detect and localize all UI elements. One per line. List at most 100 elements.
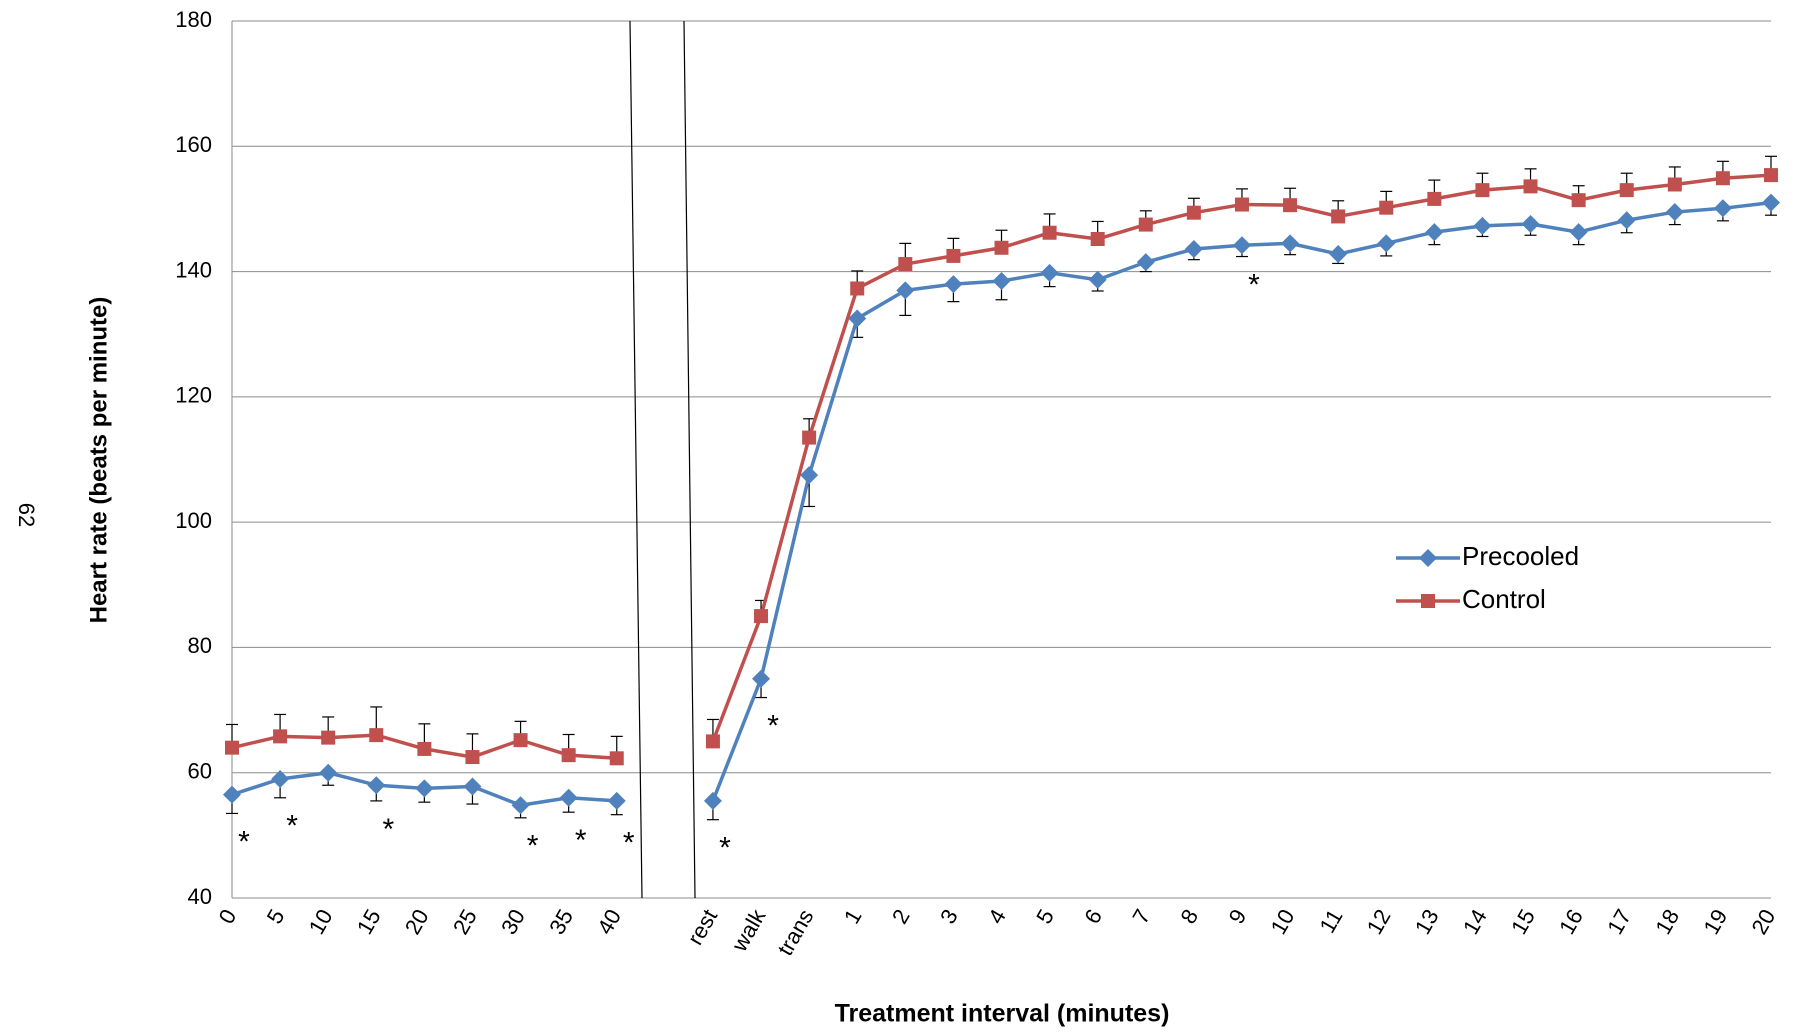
data-point [1427, 191, 1442, 206]
data-point [994, 240, 1009, 255]
legend-label: Precooled [1462, 541, 1579, 571]
data-point [417, 741, 432, 756]
significance-marker: * [575, 824, 587, 857]
data-point [992, 271, 1011, 290]
x-tick-label: 7 [1127, 905, 1155, 928]
x-tick-label: 18 [1650, 905, 1684, 939]
y-tick-label: 140 [175, 257, 212, 282]
y-tick-label: 80 [188, 633, 212, 658]
data-point [1377, 234, 1396, 253]
x-axis-label: Treatment interval (minutes) [835, 1000, 1170, 1028]
data-point [1040, 263, 1059, 282]
data-point [1619, 183, 1634, 198]
data-point [1473, 216, 1492, 235]
data-point [703, 791, 722, 810]
x-tick-label: 3 [935, 905, 963, 928]
data-point [1764, 168, 1778, 183]
x-tick-label: 4 [983, 905, 1011, 928]
x-tick-label: 10 [1266, 905, 1300, 939]
x-tick-label: trans [772, 905, 818, 960]
data-point [1088, 270, 1107, 289]
legend-marker [1421, 594, 1435, 608]
significance-marker: * [286, 810, 298, 843]
data-point [1090, 231, 1105, 246]
axis-break [683, 20, 696, 899]
page-number: 62 [14, 503, 39, 527]
significance-marker: * [238, 825, 250, 858]
x-tick-label: 30 [496, 905, 530, 939]
significance-marker: * [719, 832, 731, 865]
data-point [848, 309, 867, 328]
data-point [1329, 245, 1348, 264]
data-point [607, 791, 626, 810]
x-tick-label: 9 [1224, 905, 1252, 928]
x-tick-label: 14 [1458, 905, 1492, 939]
data-point [1283, 198, 1298, 213]
x-tick-label: 10 [304, 905, 338, 939]
data-point [802, 430, 817, 445]
data-point [1042, 225, 1057, 240]
x-tick-label: 16 [1554, 905, 1588, 939]
x-tick-label: 20 [400, 905, 434, 939]
data-point [1379, 200, 1394, 215]
significance-marker: * [1248, 268, 1260, 301]
x-tick-label: 0 [214, 905, 242, 928]
x-tick-label: 11 [1314, 905, 1347, 937]
x-tick-label: 8 [1175, 905, 1203, 928]
data-point [1425, 223, 1444, 242]
data-point [1184, 240, 1203, 259]
x-tick-label: 25 [448, 905, 482, 939]
significance-marker: * [527, 830, 539, 863]
data-point [367, 776, 386, 795]
data-point [319, 763, 338, 782]
data-point [1234, 197, 1249, 212]
x-tick-label: 5 [1031, 905, 1059, 928]
data-point [752, 669, 771, 688]
data-point [321, 730, 336, 745]
data-point [1569, 223, 1588, 242]
data-point [1138, 217, 1153, 232]
legend-label: Control [1462, 584, 1546, 614]
y-axis-label: Heart rate (beats per minute) [85, 297, 112, 624]
data-point [511, 796, 530, 815]
data-point [944, 275, 963, 294]
x-tick-label: 40 [592, 905, 626, 939]
data-point [561, 748, 576, 763]
x-tick-label: 2 [887, 905, 915, 928]
data-point [415, 779, 434, 798]
data-point [850, 281, 865, 296]
data-point [898, 257, 913, 272]
x-tick-label: 17 [1602, 905, 1636, 939]
y-tick-label: 160 [175, 132, 212, 157]
data-point [369, 728, 384, 743]
data-point [1521, 214, 1540, 233]
data-point [463, 777, 482, 796]
data-point [465, 750, 480, 765]
data-point [1617, 211, 1636, 230]
x-tick-label: walk [726, 904, 771, 956]
data-point [1232, 236, 1251, 255]
x-tick-label: 1 [839, 905, 867, 928]
data-point [1281, 234, 1300, 253]
data-point [705, 734, 720, 749]
axis-break [629, 20, 643, 899]
x-tick-label: 15 [352, 905, 386, 939]
data-point [896, 281, 915, 300]
data-point [1715, 171, 1730, 186]
x-tick-label: 19 [1698, 905, 1732, 939]
x-tick-label: 15 [1506, 905, 1540, 939]
data-point [800, 466, 819, 485]
data-point [1186, 205, 1201, 220]
x-tick-label: 35 [544, 905, 578, 939]
data-point [223, 785, 241, 804]
data-point [559, 788, 578, 807]
y-tick-label: 120 [175, 383, 212, 408]
data-point [225, 740, 239, 755]
data-point [1571, 193, 1586, 208]
x-tick-label: 5 [262, 905, 290, 928]
significance-marker: * [382, 813, 394, 846]
data-point [1475, 183, 1490, 198]
y-tick-label: 60 [188, 759, 212, 784]
x-tick-label: rest [682, 905, 722, 949]
